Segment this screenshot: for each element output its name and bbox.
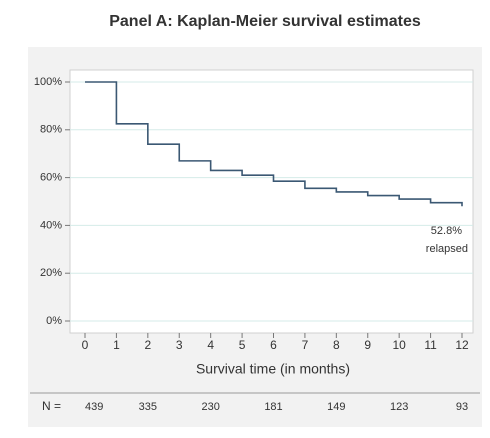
x-tick-label: 4 <box>207 338 214 352</box>
plot-area <box>69 69 474 334</box>
x-tick-label: 10 <box>392 338 406 352</box>
x-tick-label: 1 <box>113 338 120 352</box>
y-tick-label: 20% <box>40 267 62 279</box>
y-tick-label: 100% <box>34 76 62 88</box>
at-risk-value: 93 <box>456 401 468 413</box>
at-risk-value: 149 <box>327 401 345 413</box>
x-tick-label: 11 <box>424 338 437 352</box>
x-tick-label: 8 <box>333 338 340 352</box>
survival-curve <box>85 81 463 207</box>
annotation: relapsed <box>426 243 468 255</box>
y-tick-label: 0% <box>46 315 62 327</box>
x-tick-label: 3 <box>176 338 183 352</box>
x-tick-label: 7 <box>302 338 309 352</box>
at-risk-value: 181 <box>264 401 282 413</box>
annotation: 52.8% <box>431 225 462 237</box>
y-tick-label: 40% <box>40 219 62 231</box>
at-risk-value: 123 <box>390 401 408 413</box>
x-tick-label: 6 <box>270 338 277 352</box>
y-tick-label: 60% <box>40 172 62 184</box>
x-tick-label: 0 <box>82 338 89 352</box>
x-tick-label: 5 <box>239 338 246 352</box>
at-risk-label: N = <box>42 399 61 413</box>
at-risk-value: 335 <box>139 401 157 413</box>
x-axis-label: Survival time (in months) <box>196 361 350 377</box>
x-tick-label: 2 <box>144 338 151 352</box>
x-tick-label: 12 <box>455 338 469 352</box>
at-risk-value: 230 <box>201 401 219 413</box>
at-risk-value: 439 <box>85 401 103 413</box>
x-tick-label: 9 <box>364 338 371 352</box>
chart-title: Panel A: Kaplan-Meier survival estimates <box>109 13 421 30</box>
y-tick-label: 80% <box>40 124 62 136</box>
